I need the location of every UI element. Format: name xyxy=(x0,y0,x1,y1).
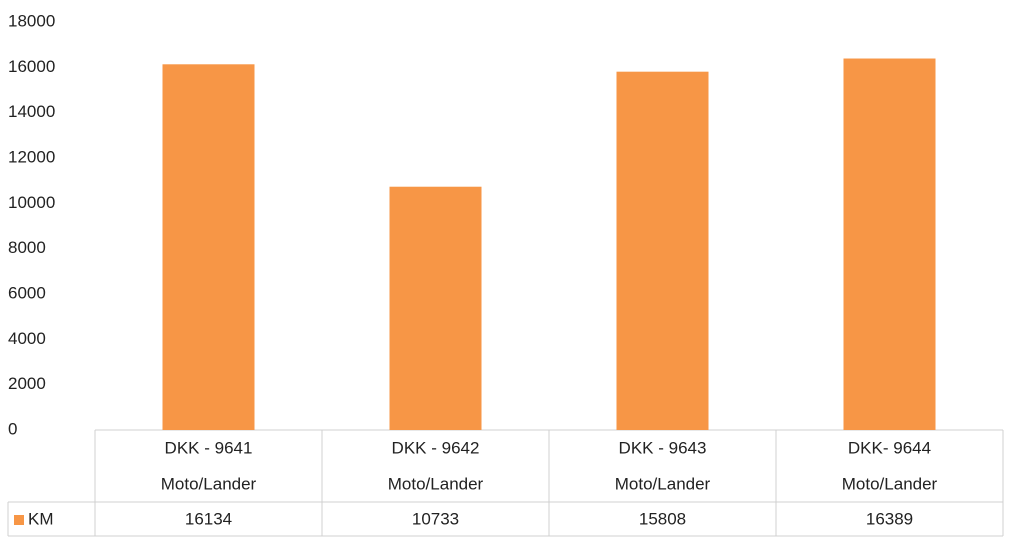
legend-swatch xyxy=(14,515,24,525)
bar xyxy=(616,71,709,430)
y-tick-label: 0 xyxy=(8,419,17,438)
bar xyxy=(162,64,255,431)
y-tick-label: 4000 xyxy=(8,329,46,348)
x-tick-label: DKK - 9642 xyxy=(392,438,480,457)
y-tick-label: 18000 xyxy=(8,11,55,30)
table-value: 10733 xyxy=(412,509,459,528)
x-tick-label: Moto/Lander xyxy=(161,474,257,493)
table-value: 16134 xyxy=(185,509,232,528)
x-tick-label: DKK- 9644 xyxy=(848,438,931,457)
y-tick-label: 16000 xyxy=(8,57,55,76)
y-tick-label: 14000 xyxy=(8,102,55,121)
table-value: 15808 xyxy=(639,509,686,528)
x-tick-label: DKK - 9643 xyxy=(619,438,707,457)
y-tick-label: 10000 xyxy=(8,193,55,212)
x-tick-label: Moto/Lander xyxy=(388,474,484,493)
y-tick-label: 6000 xyxy=(8,283,46,302)
x-tick-label: Moto/Lander xyxy=(842,474,938,493)
bar xyxy=(389,186,482,430)
y-tick-label: 12000 xyxy=(8,147,55,166)
legend-label: KM xyxy=(28,509,54,528)
y-tick-label: 2000 xyxy=(8,374,46,393)
x-tick-label: Moto/Lander xyxy=(615,474,711,493)
y-tick-label: 8000 xyxy=(8,238,46,257)
bar xyxy=(843,58,936,431)
table-value: 16389 xyxy=(866,509,913,528)
x-tick-label: DKK - 9641 xyxy=(165,438,253,457)
